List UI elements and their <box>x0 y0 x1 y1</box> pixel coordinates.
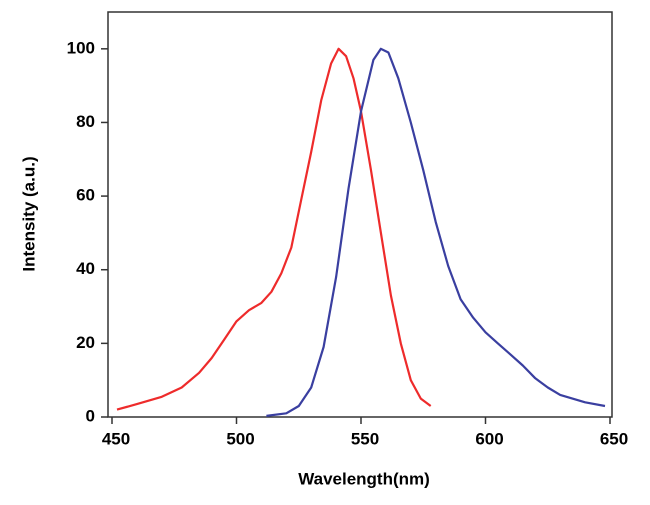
y-tick-label: 0 <box>86 406 95 425</box>
y-tick-label: 20 <box>76 333 95 352</box>
x-tick-label: 650 <box>600 429 628 448</box>
x-tick-label: 450 <box>102 429 130 448</box>
y-tick-label: 40 <box>76 259 95 278</box>
y-tick-label: 100 <box>67 38 95 57</box>
y-tick-label: 80 <box>76 112 95 131</box>
series-line <box>116 47 432 411</box>
x-tick-label: 550 <box>351 429 379 448</box>
plot-frame <box>107 11 613 418</box>
x-tick-label: 600 <box>475 429 503 448</box>
x-tick-label: 500 <box>226 429 254 448</box>
series-line <box>266 47 606 417</box>
x-axis-label: Wavelength(nm) <box>298 469 430 488</box>
y-axis-label: Intensity (a.u.) <box>19 156 38 271</box>
y-tick-label: 60 <box>76 186 95 205</box>
